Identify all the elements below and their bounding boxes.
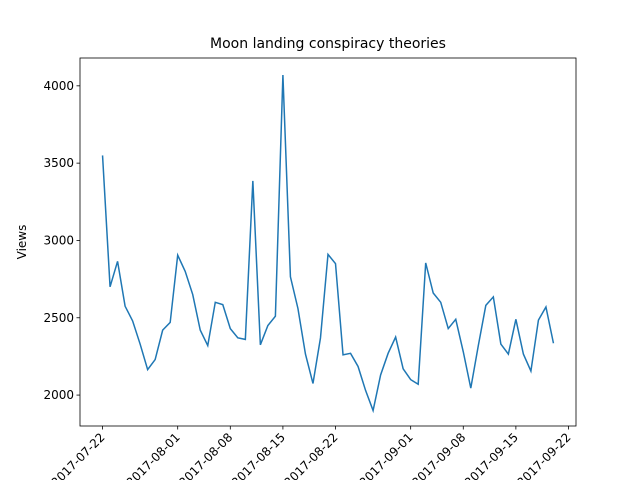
y-axis-label: Views bbox=[15, 225, 29, 260]
y-tick-label: 3000 bbox=[43, 233, 74, 247]
x-tick-label: 2017-09-08 bbox=[409, 430, 468, 480]
y-tick-label: 2000 bbox=[43, 388, 74, 402]
x-tick-label: 2017-08-01 bbox=[124, 430, 183, 480]
y-tick-label: 4000 bbox=[43, 79, 74, 93]
x-tick-label: 2017-09-15 bbox=[462, 430, 521, 480]
x-tick-label: 2017-08-22 bbox=[281, 430, 340, 480]
x-tick-label: 2017-08-15 bbox=[229, 430, 288, 480]
plot-frame bbox=[79, 57, 577, 427]
line bbox=[101, 74, 555, 414]
x-tick-label: 2017-09-22 bbox=[514, 430, 573, 480]
chart-title: Moon landing conspiracy theories bbox=[210, 36, 446, 52]
x-tick-label: 2017-08-08 bbox=[176, 430, 235, 480]
y-tick-label: 3500 bbox=[43, 156, 74, 170]
y-tick-label: 2500 bbox=[43, 311, 74, 325]
x-tick-label: 2017-09-01 bbox=[357, 430, 416, 480]
x-tick-label: 2017-07-22 bbox=[48, 430, 107, 480]
